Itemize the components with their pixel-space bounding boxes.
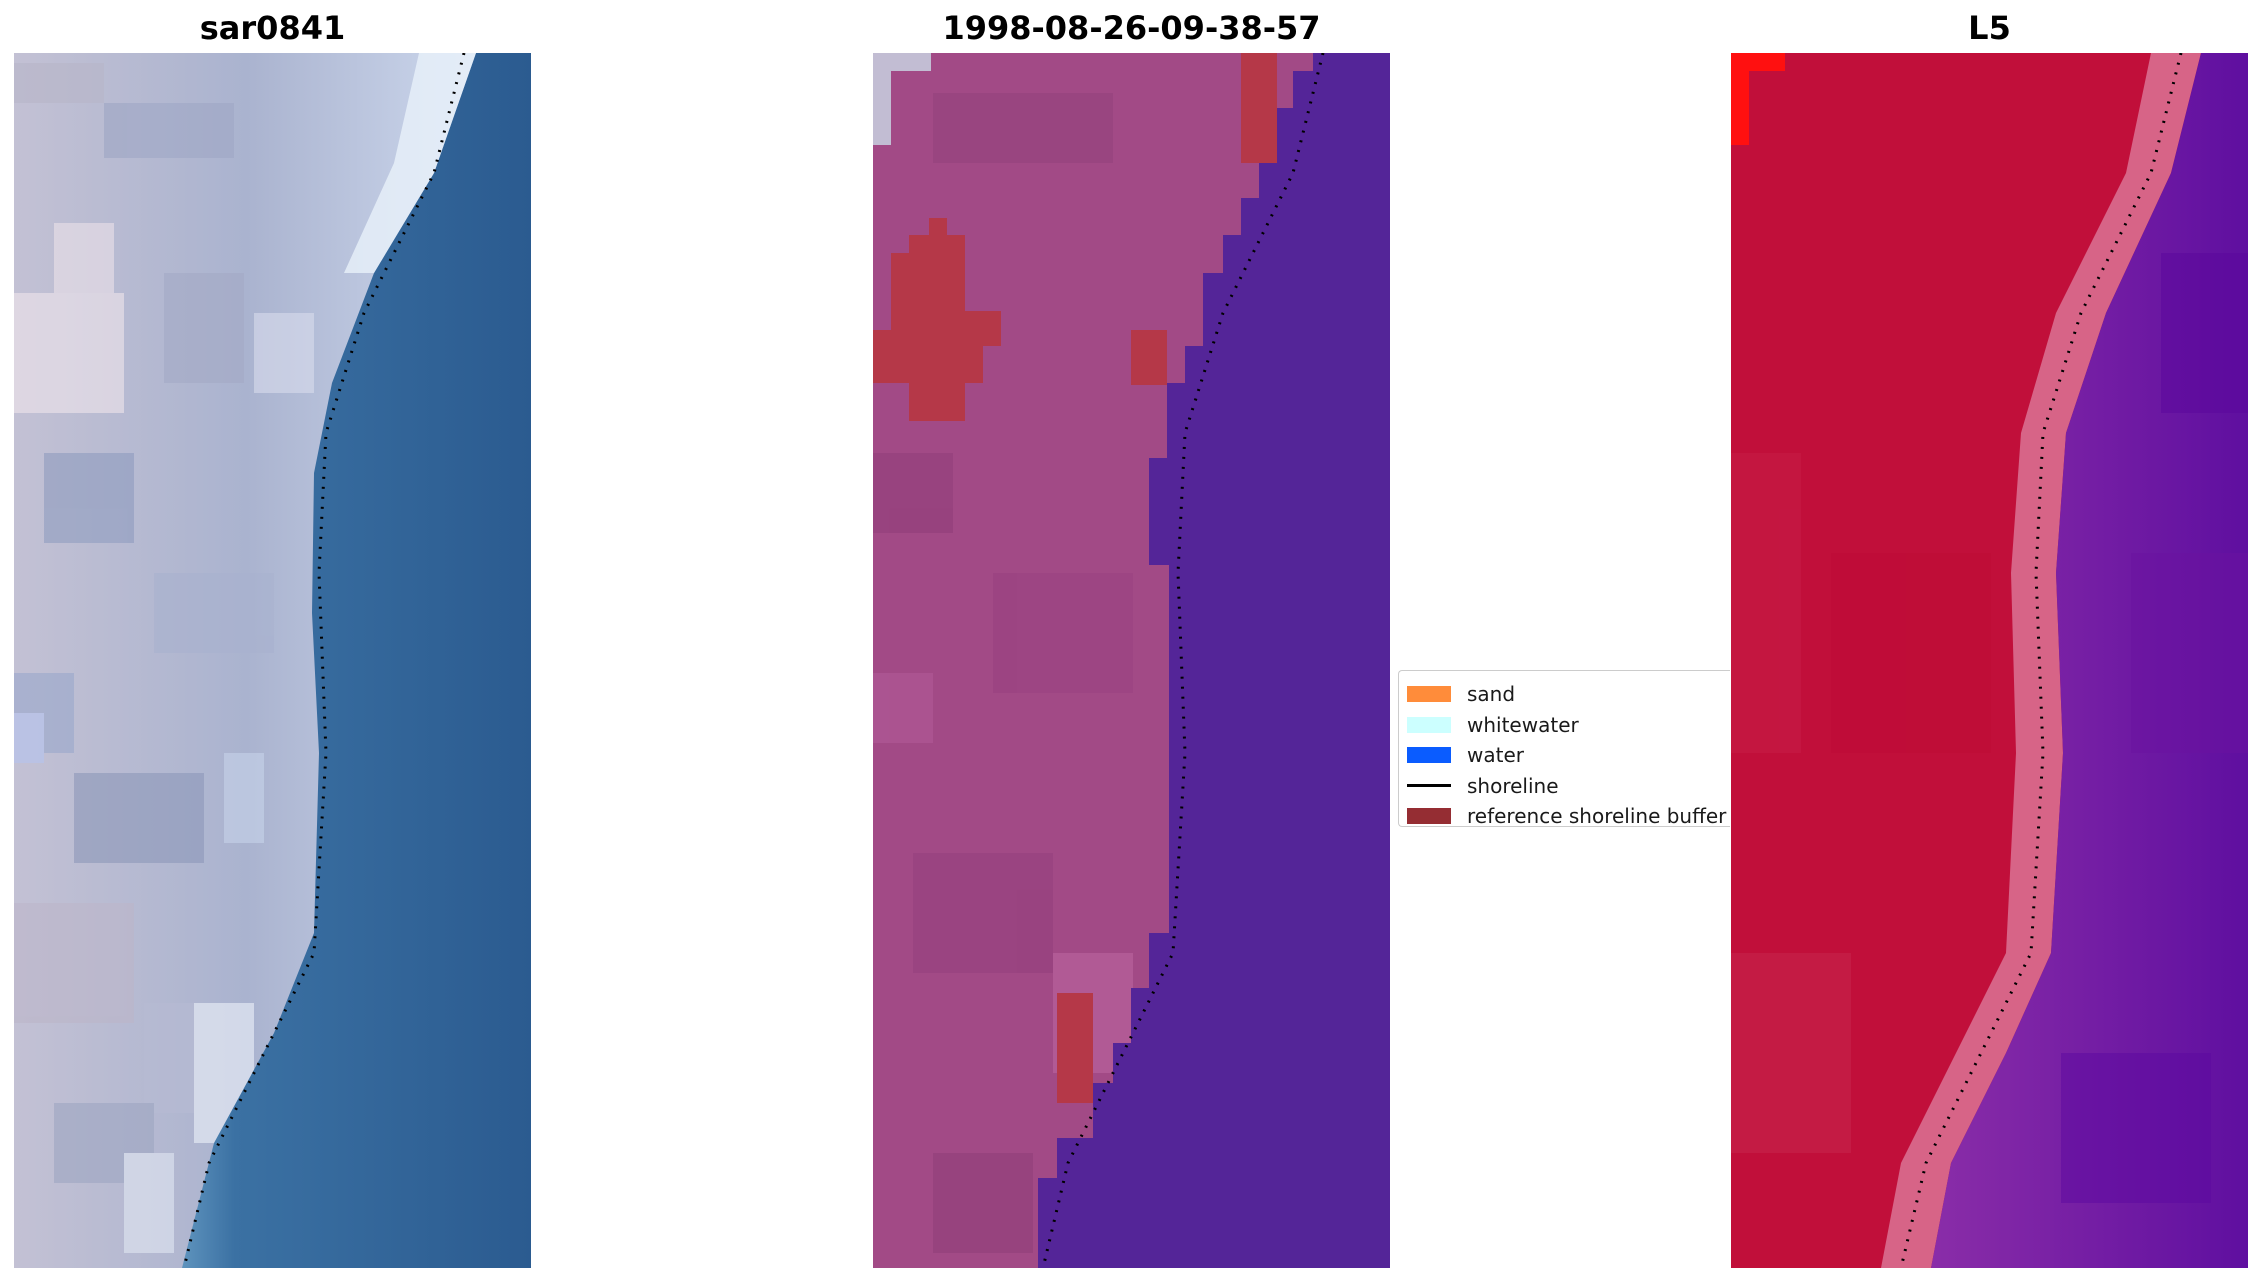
legend-item-sand: sand [1399, 679, 1730, 710]
index-corner-patch [1731, 53, 1749, 145]
legend-swatch-reference-buffer [1407, 808, 1451, 825]
index-transition-band [1881, 53, 2201, 1268]
classified-land-texture [873, 93, 1133, 1253]
panel-title-rgb: sar0841 [199, 9, 346, 47]
reference-buffer-patches [873, 53, 1277, 1103]
legend-item-reference-buffer: reference shoreline buffer [1399, 801, 1730, 827]
classified-corner-patch [891, 53, 931, 71]
legend-line-shoreline [1407, 784, 1451, 788]
legend-swatch-whitewater [1407, 716, 1451, 733]
index-image-panel [1731, 53, 2248, 1268]
legend-swatch-sand [1407, 686, 1451, 703]
rgb-surf-zone [344, 53, 476, 273]
legend-swatch-water [1407, 747, 1451, 764]
legend: sand whitewater water shoreline referenc… [1398, 670, 1730, 827]
legend-label: reference shoreline buffer [1467, 804, 1727, 827]
index-shoreline [1899, 53, 2183, 1268]
legend-label: water [1467, 743, 1524, 768]
legend-item-shoreline: shoreline [1399, 771, 1730, 802]
rgb-shoreline [182, 53, 466, 1268]
rgb-water-area [182, 53, 531, 1268]
legend-label: whitewater [1467, 712, 1579, 737]
classified-shoreline [1041, 53, 1325, 1268]
classified-corner-patch [873, 53, 891, 145]
legend-item-whitewater: whitewater [1399, 710, 1730, 741]
panel-title-date: 1998-08-26-09-38-57 [942, 9, 1321, 47]
classified-image-panel [873, 53, 1390, 1268]
rgb-land-texture [14, 63, 314, 1253]
index-corner-patch [1749, 53, 1785, 71]
legend-item-water: water [1399, 740, 1730, 771]
classified-water-area [1038, 53, 1390, 1268]
rgb-image-panel [14, 53, 531, 1268]
panel-title-index: L5 [1968, 9, 2011, 47]
legend-label: sand [1467, 682, 1516, 707]
index-water-texture [2061, 253, 2248, 1203]
index-land-texture [1731, 453, 1991, 1153]
legend-label: shoreline [1467, 773, 1559, 798]
